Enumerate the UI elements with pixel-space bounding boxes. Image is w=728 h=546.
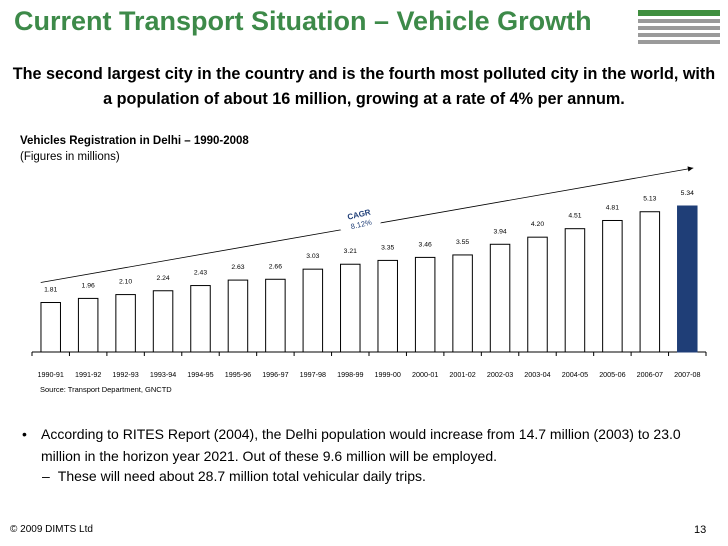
x-tick-label: 2005-06	[599, 370, 625, 379]
bar-value-label: 3.35	[381, 244, 394, 251]
x-tick-label: 2000-01	[412, 370, 438, 379]
chart-subtitle: (Figures in millions)	[20, 151, 120, 163]
bar-value-label: 3.21	[344, 248, 357, 255]
x-tick-label: 1990-91	[38, 370, 64, 379]
slide-title: Current Transport Situation – Vehicle Gr…	[14, 6, 592, 36]
bar-value-label: 2.66	[269, 263, 282, 270]
x-tick-label: 1995-96	[225, 370, 251, 379]
x-tick-label: 1996-97	[262, 370, 288, 379]
bar	[602, 219, 623, 353]
bar	[377, 259, 398, 353]
x-tick-label: 2006-07	[637, 370, 663, 379]
bullet-point: • According to RITES Report (2004), the …	[22, 423, 712, 467]
x-tick-label: 1993-94	[150, 370, 176, 379]
bar	[152, 290, 174, 353]
bar	[414, 256, 436, 353]
bar-value-label: 5.13	[643, 196, 656, 203]
chart-source: Source: Transport Department, GNCTD	[40, 385, 172, 394]
dash-icon: –	[42, 468, 50, 484]
bar-value-label: 2.10	[119, 279, 132, 286]
x-tick-label: 1994-95	[187, 370, 213, 379]
chart-title: Vehicles Registration in Delhi – 1990-20…	[20, 135, 249, 147]
bullet-dot-icon: •	[22, 426, 27, 442]
bar	[677, 205, 698, 353]
x-tick-label: 2007-08	[674, 370, 700, 379]
bar-value-label: 4.81	[606, 204, 619, 211]
bar-value-label: 3.03	[306, 253, 319, 260]
bar	[564, 228, 586, 353]
bar-value-label: 1.96	[82, 282, 95, 289]
bar	[227, 279, 249, 353]
dimts-logo	[638, 10, 720, 44]
x-tick-label: 1991-92	[75, 370, 101, 379]
bar	[190, 285, 211, 353]
x-tick-label: 1998-99	[337, 370, 363, 379]
bullet-text: According to RITES Report (2004), the De…	[41, 426, 681, 464]
chart-title-block: Vehicles Registration in Delhi – 1990-20…	[20, 133, 249, 165]
slide-subtitle: The second largest city in the country a…	[12, 65, 716, 108]
bar	[489, 243, 511, 353]
bar-value-label: 4.20	[531, 221, 544, 228]
sub-bullet-point: – These will need about 28.7 million tota…	[42, 468, 426, 484]
bar-chart: 1.81 1990-91 1.96 1991-92 2.10 1992-93 2.24 199…	[31, 166, 707, 379]
footer-copyright: © 2009 DIMTS Ltd	[10, 524, 93, 535]
arrow-head-icon	[687, 166, 694, 172]
x-tick-label: 1997-98	[300, 370, 326, 379]
bar-value-label: 2.43	[194, 270, 207, 277]
bar-value-label: 3.55	[456, 239, 469, 246]
bar-value-label: 3.46	[419, 241, 432, 248]
bar-value-label: 3.94	[493, 228, 506, 235]
bar	[40, 302, 61, 353]
x-tick-label: 2002-03	[487, 370, 513, 379]
bar-value-label: 2.24	[156, 275, 169, 282]
bar	[527, 236, 548, 353]
bar	[77, 297, 99, 353]
x-tick-label: 1992-93	[112, 370, 138, 379]
sub-bullet-text: These will need about 28.7 million total…	[57, 468, 426, 484]
bar-value-label: 1.81	[44, 287, 57, 294]
page-number: 13	[694, 524, 707, 536]
cagr-badge-background	[336, 203, 384, 235]
bar	[302, 268, 324, 353]
bar-value-label: 4.51	[568, 213, 581, 220]
bar-value-label: 2.63	[231, 264, 244, 271]
x-tick-label: 2001-02	[449, 370, 475, 379]
bar	[639, 211, 661, 353]
x-tick-label: 2003-04	[524, 370, 550, 379]
bar-value-label: 5.34	[681, 190, 694, 197]
bar	[115, 294, 136, 353]
x-tick-label: 1999-00	[375, 370, 401, 379]
bar	[340, 263, 361, 353]
bar	[265, 278, 286, 353]
bar	[452, 254, 473, 353]
x-tick-label: 2004-05	[562, 370, 588, 379]
